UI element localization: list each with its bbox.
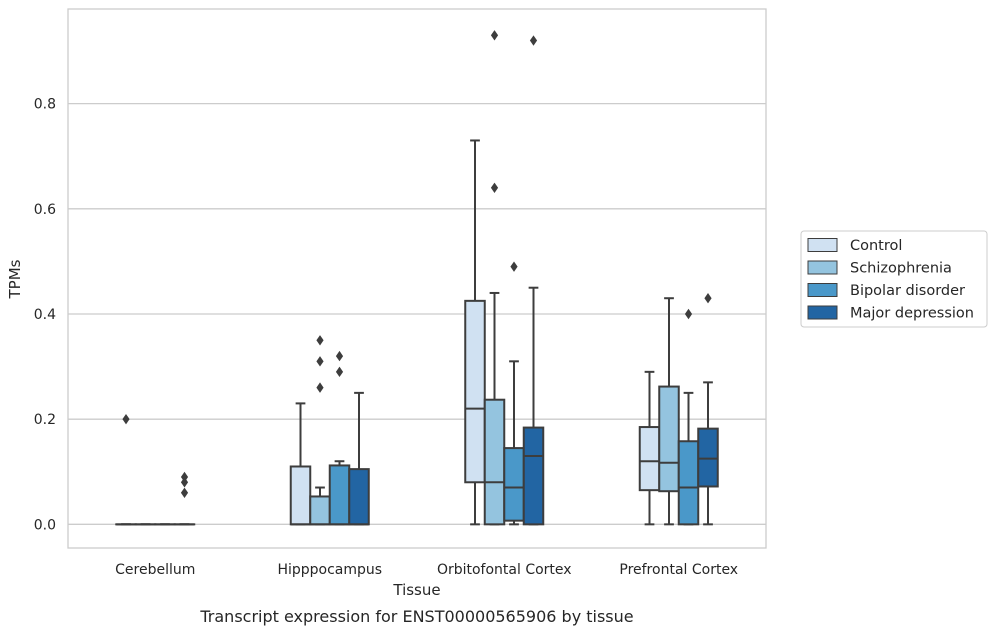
legend-swatch [807, 305, 838, 320]
box-rect [464, 299, 486, 484]
box-3-1 [658, 297, 680, 526]
legend-label: Major depression [850, 306, 974, 322]
plot-frame [67, 8, 767, 549]
box-rect [348, 468, 370, 526]
y-axis-label: TPMs [6, 259, 24, 299]
box-rect [503, 447, 525, 522]
box-rect [658, 385, 680, 493]
box-1-0 [289, 402, 312, 526]
box-3-0 [638, 370, 661, 526]
legend-label: Bipolar disorder [850, 283, 965, 299]
box-1-3 [348, 391, 370, 526]
box-rect [289, 465, 312, 526]
box-rect [522, 426, 545, 526]
box-3-3 [697, 293, 719, 526]
legend-swatch [807, 260, 838, 275]
box-2-2 [503, 261, 525, 526]
outlier-point [684, 308, 693, 320]
outlier-point [122, 413, 130, 425]
outlier-point [180, 471, 189, 483]
plot-area [115, 30, 719, 526]
x-tick-label: Hipppocampus [277, 562, 382, 578]
box-3-2 [677, 308, 700, 526]
outlier-point [316, 382, 324, 393]
y-tick-label: 0.6 [34, 202, 56, 218]
x-tick-label: Orbitofontal Cortex [437, 562, 572, 578]
chart-caption: Transcript expression for ENST0000056590… [199, 607, 633, 626]
box-0-0 [115, 413, 137, 526]
outlier-point [180, 487, 189, 498]
x-axis-label: Tissue [392, 581, 440, 599]
legend-frame [800, 230, 988, 328]
outlier-point [704, 293, 712, 304]
x-tick-label: Prefrontal Cortex [619, 562, 738, 578]
legend-swatch [807, 238, 838, 252]
outlier-point [510, 261, 518, 272]
box-rect [638, 426, 661, 492]
y-tick-label: 0.2 [34, 412, 56, 428]
box-rect [309, 495, 331, 526]
outlier-point [316, 335, 324, 346]
y-tick-label: 0.0 [34, 517, 56, 533]
outlier-point [180, 477, 189, 488]
box-1-1 [309, 335, 331, 526]
box-0-3 [173, 471, 196, 526]
box-2-3 [522, 35, 545, 526]
box-rect [328, 464, 351, 526]
box-rect [677, 440, 700, 526]
box-rect [483, 398, 506, 526]
outlier-point [335, 350, 344, 362]
outlier-point [490, 30, 499, 41]
y-tick-label: 0.8 [34, 97, 56, 113]
x-axis-ticks: Cerebellum Hipppocampus Orbitofontal Corte… [115, 562, 738, 578]
box-rect [697, 427, 719, 488]
box-1-2 [328, 350, 351, 526]
outlier-point [335, 366, 344, 378]
legend-label: Schizophrenia [850, 261, 952, 277]
legend-swatch [807, 283, 838, 297]
legend: Control Schizophrenia Bipolar disorder Majo… [800, 230, 988, 328]
y-axis-ticks: 0.0 0.2 0.4 0.6 0.8 [34, 97, 56, 534]
box-2-0 [464, 139, 486, 526]
outlier-point [316, 356, 324, 367]
x-tick-label: Cerebellum [115, 562, 195, 578]
y-tick-label: 0.4 [34, 307, 56, 323]
legend-label: Control [850, 238, 902, 254]
outlier-point [490, 182, 499, 193]
outlier-point [529, 35, 538, 46]
